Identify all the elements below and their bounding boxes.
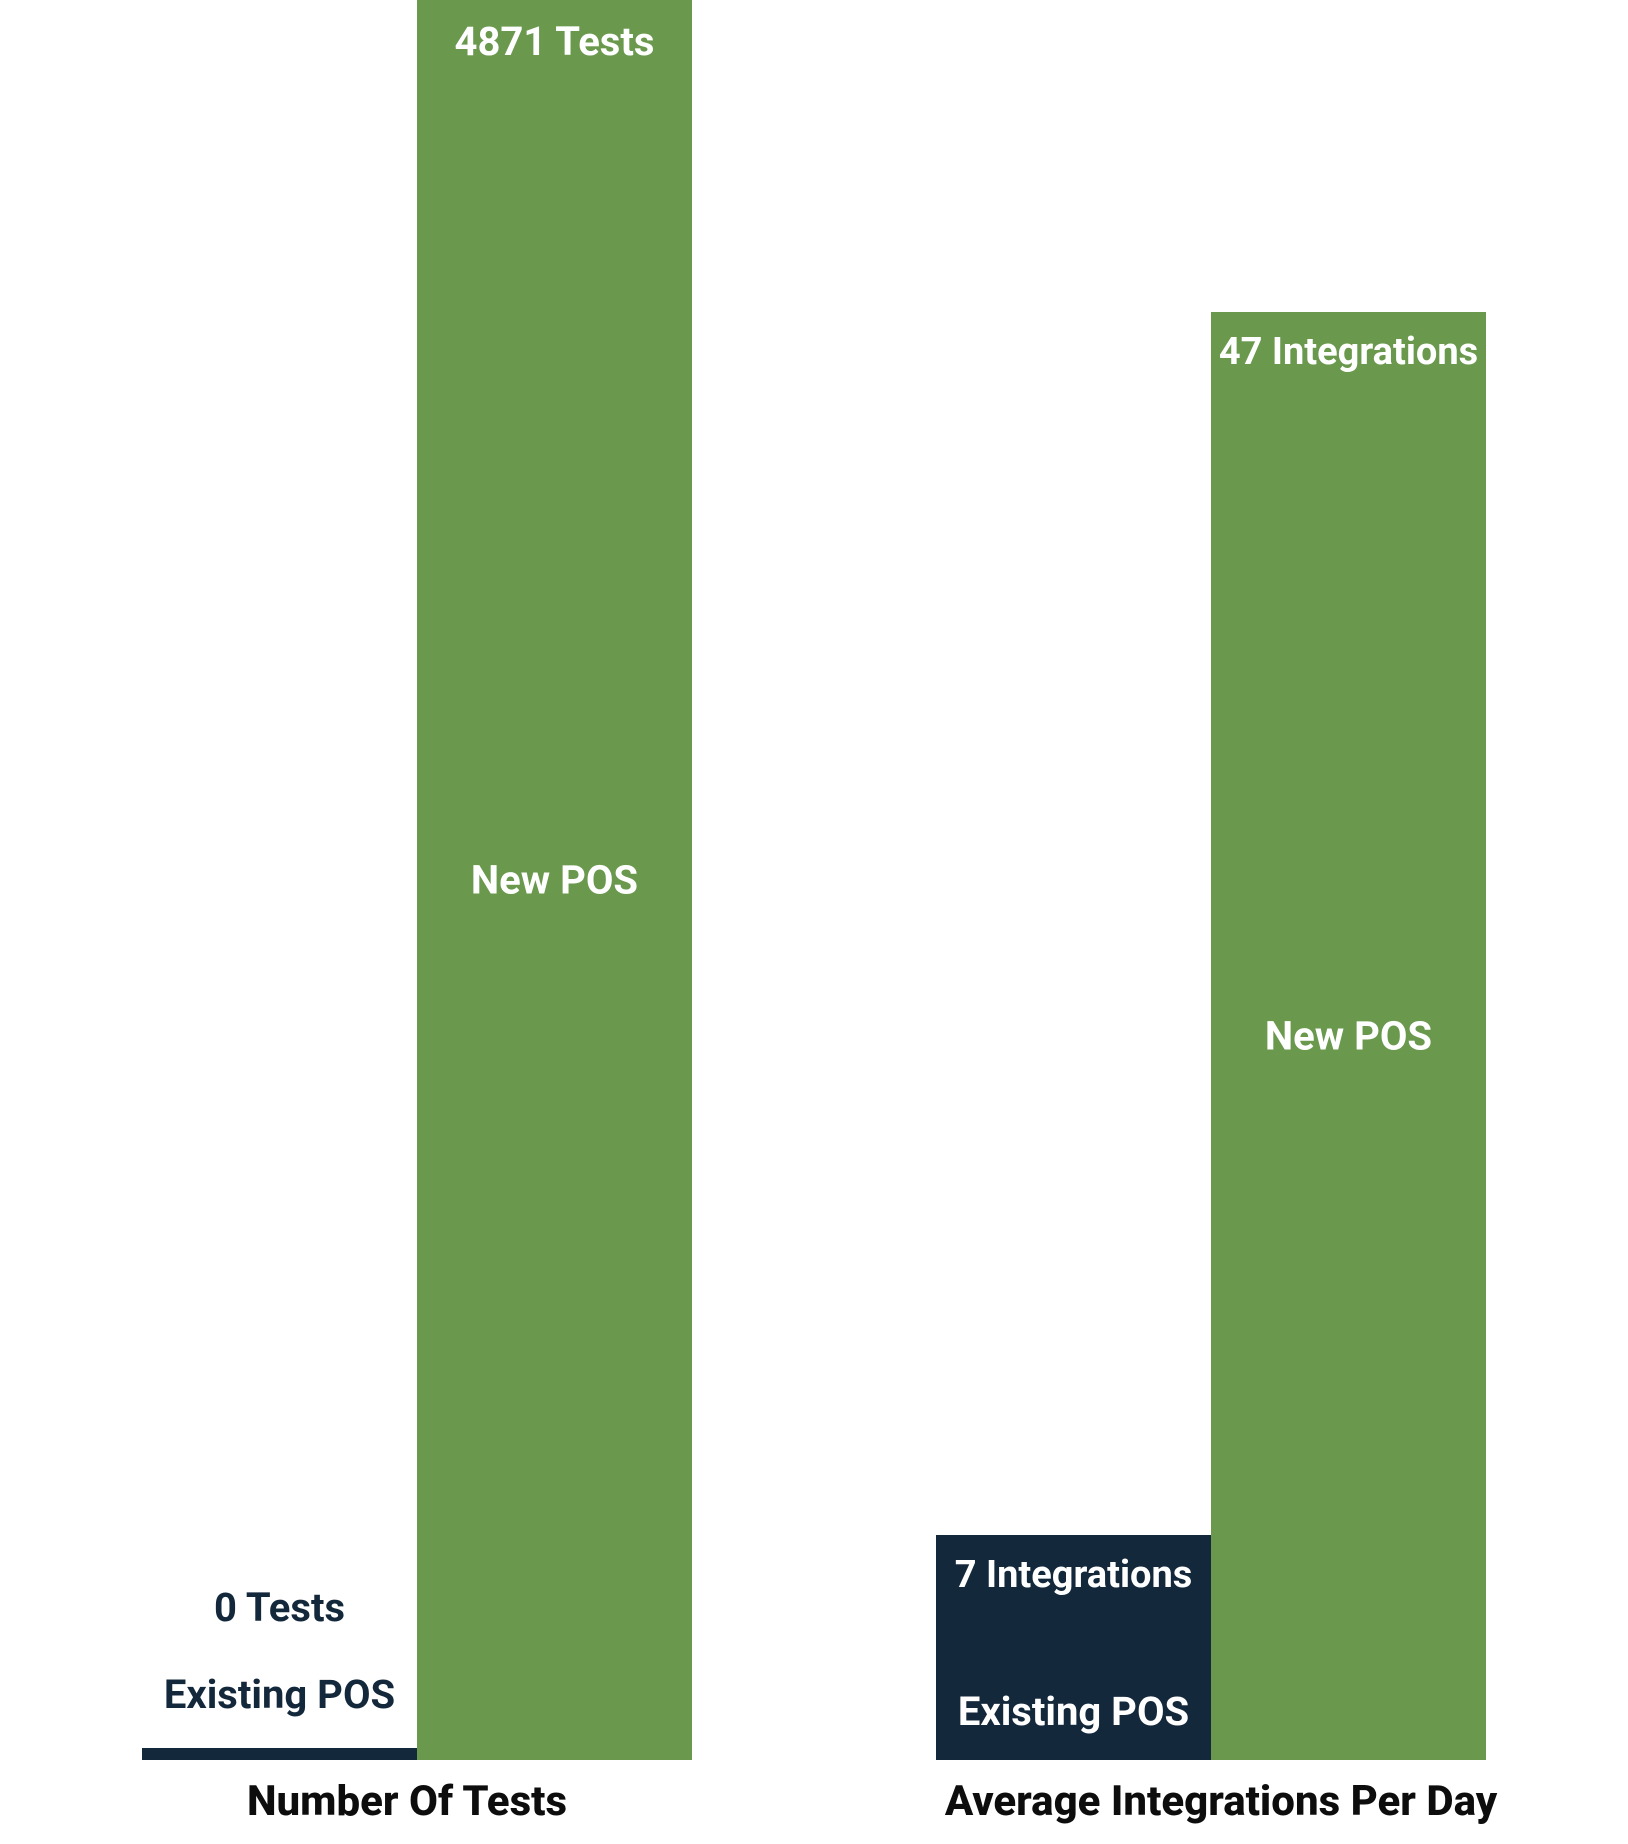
x-axis-label-tests: Number Of Tests [0,1777,814,1826]
bar-series-label: Existing POS [164,1671,395,1718]
bar-label-outside: 0 Tests Existing POS [142,1566,417,1748]
bar-chart: 0 Tests Existing POS 4871 Tests New POS … [0,0,1628,1844]
bar-value-label: 4871 Tests [455,18,655,65]
bar-tests-new: 4871 Tests New POS [417,0,692,1760]
bar-series-label: Existing POS [958,1688,1189,1735]
bar-series-label: New POS [471,857,638,904]
bar-value-label: 0 Tests [214,1584,345,1631]
bar-series-label: New POS [1265,1013,1432,1060]
bar-group-tests: 0 Tests Existing POS 4871 Tests New POS [142,0,692,1760]
bar-value-label: 47 Integrations [1219,330,1478,374]
bar-group-integrations: 7 Integrations Existing POS 47 Integrati… [936,0,1486,1760]
bar-tests-existing: 0 Tests Existing POS [142,1748,417,1760]
x-axis-label-integrations: Average Integrations Per Day [814,1777,1628,1826]
bar-value-label: 7 Integrations [955,1553,1193,1597]
chart-plot-area: 0 Tests Existing POS 4871 Tests New POS … [0,0,1628,1760]
bar-integrations-existing: 7 Integrations Existing POS [936,1535,1211,1760]
bar-integrations-new: 47 Integrations New POS [1211,312,1486,1760]
